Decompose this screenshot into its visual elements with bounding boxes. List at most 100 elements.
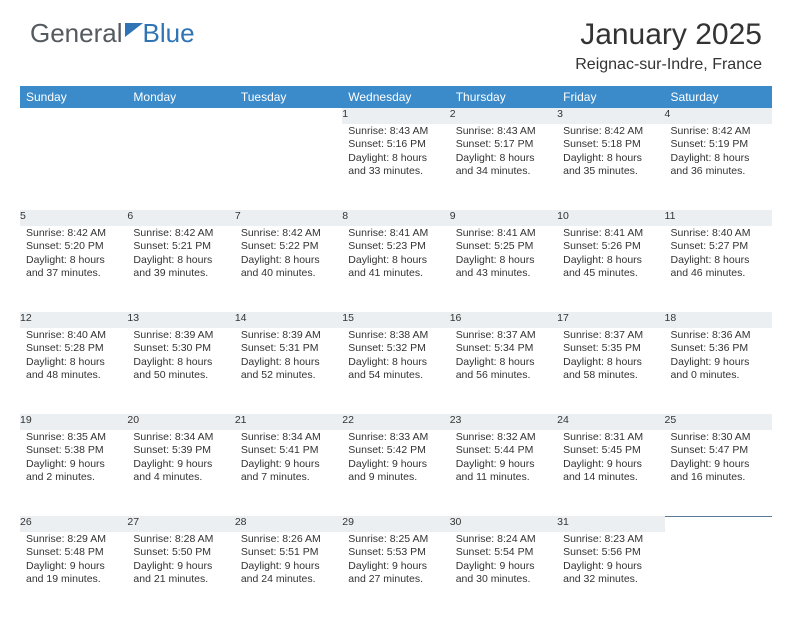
day-details: Sunrise: 8:34 AMSunset: 5:41 PMDaylight:… (235, 430, 342, 489)
day-number: 28 (235, 516, 342, 532)
calendar-table: SundayMondayTuesdayWednesdayThursdayFrid… (20, 86, 772, 618)
empty-cell (665, 532, 772, 618)
day-details: Sunrise: 8:35 AMSunset: 5:38 PMDaylight:… (20, 430, 127, 489)
day-number: 2 (450, 108, 557, 124)
day-cell: Sunrise: 8:24 AMSunset: 5:54 PMDaylight:… (450, 532, 557, 618)
day-details: Sunrise: 8:42 AMSunset: 5:21 PMDaylight:… (127, 226, 234, 285)
day-details: Sunrise: 8:32 AMSunset: 5:44 PMDaylight:… (450, 430, 557, 489)
calendar-body: 1234Sunrise: 8:43 AMSunset: 5:16 PMDayli… (20, 108, 772, 618)
day-cell: Sunrise: 8:30 AMSunset: 5:47 PMDaylight:… (665, 430, 772, 516)
day-details: Sunrise: 8:40 AMSunset: 5:27 PMDaylight:… (665, 226, 772, 285)
day-details: Sunrise: 8:42 AMSunset: 5:19 PMDaylight:… (665, 124, 772, 183)
day-cell: Sunrise: 8:42 AMSunset: 5:21 PMDaylight:… (127, 226, 234, 312)
day-cell: Sunrise: 8:23 AMSunset: 5:56 PMDaylight:… (557, 532, 664, 618)
day-number: 12 (20, 312, 127, 328)
empty-cell (20, 124, 127, 210)
day-details: Sunrise: 8:41 AMSunset: 5:23 PMDaylight:… (342, 226, 449, 285)
day-details: Sunrise: 8:41 AMSunset: 5:26 PMDaylight:… (557, 226, 664, 285)
title-block: January 2025 Reignac-sur-Indre, France (575, 18, 762, 74)
day-details: Sunrise: 8:28 AMSunset: 5:50 PMDaylight:… (127, 532, 234, 591)
day-cell: Sunrise: 8:43 AMSunset: 5:17 PMDaylight:… (450, 124, 557, 210)
logo-text-left: General (30, 18, 123, 49)
day-number: 19 (20, 414, 127, 430)
day-number: 26 (20, 516, 127, 532)
logo-triangle-icon (125, 23, 143, 37)
day-number: 4 (665, 108, 772, 124)
day-cell: Sunrise: 8:41 AMSunset: 5:25 PMDaylight:… (450, 226, 557, 312)
day-number: 6 (127, 210, 234, 226)
day-details: Sunrise: 8:30 AMSunset: 5:47 PMDaylight:… (665, 430, 772, 489)
day-number: 16 (450, 312, 557, 328)
day-number: 17 (557, 312, 664, 328)
day-cell: Sunrise: 8:39 AMSunset: 5:30 PMDaylight:… (127, 328, 234, 414)
detail-row: Sunrise: 8:40 AMSunset: 5:28 PMDaylight:… (20, 328, 772, 414)
day-details: Sunrise: 8:31 AMSunset: 5:45 PMDaylight:… (557, 430, 664, 489)
day-cell: Sunrise: 8:38 AMSunset: 5:32 PMDaylight:… (342, 328, 449, 414)
weekday-header: Saturday (665, 86, 772, 108)
day-details: Sunrise: 8:23 AMSunset: 5:56 PMDaylight:… (557, 532, 664, 591)
day-details: Sunrise: 8:38 AMSunset: 5:32 PMDaylight:… (342, 328, 449, 387)
detail-row: Sunrise: 8:29 AMSunset: 5:48 PMDaylight:… (20, 532, 772, 618)
header: General Blue January 2025 Reignac-sur-In… (0, 0, 792, 80)
day-cell: Sunrise: 8:32 AMSunset: 5:44 PMDaylight:… (450, 430, 557, 516)
day-details: Sunrise: 8:43 AMSunset: 5:17 PMDaylight:… (450, 124, 557, 183)
day-number: 10 (557, 210, 664, 226)
day-number: 27 (127, 516, 234, 532)
day-details: Sunrise: 8:42 AMSunset: 5:22 PMDaylight:… (235, 226, 342, 285)
weekday-header-row: SundayMondayTuesdayWednesdayThursdayFrid… (20, 86, 772, 108)
day-details: Sunrise: 8:24 AMSunset: 5:54 PMDaylight:… (450, 532, 557, 591)
day-cell: Sunrise: 8:37 AMSunset: 5:34 PMDaylight:… (450, 328, 557, 414)
day-cell: Sunrise: 8:41 AMSunset: 5:23 PMDaylight:… (342, 226, 449, 312)
day-number: 30 (450, 516, 557, 532)
day-number: 25 (665, 414, 772, 430)
detail-row: Sunrise: 8:43 AMSunset: 5:16 PMDaylight:… (20, 124, 772, 210)
day-cell: Sunrise: 8:42 AMSunset: 5:22 PMDaylight:… (235, 226, 342, 312)
day-number: 31 (557, 516, 664, 532)
day-details: Sunrise: 8:34 AMSunset: 5:39 PMDaylight:… (127, 430, 234, 489)
empty-cell (20, 108, 127, 124)
day-details: Sunrise: 8:39 AMSunset: 5:31 PMDaylight:… (235, 328, 342, 387)
day-details: Sunrise: 8:42 AMSunset: 5:18 PMDaylight:… (557, 124, 664, 183)
day-cell: Sunrise: 8:40 AMSunset: 5:27 PMDaylight:… (665, 226, 772, 312)
day-number: 8 (342, 210, 449, 226)
empty-cell (127, 108, 234, 124)
day-number: 5 (20, 210, 127, 226)
day-cell: Sunrise: 8:28 AMSunset: 5:50 PMDaylight:… (127, 532, 234, 618)
day-number: 29 (342, 516, 449, 532)
day-details: Sunrise: 8:29 AMSunset: 5:48 PMDaylight:… (20, 532, 127, 591)
day-cell: Sunrise: 8:34 AMSunset: 5:39 PMDaylight:… (127, 430, 234, 516)
day-number: 13 (127, 312, 234, 328)
day-details: Sunrise: 8:42 AMSunset: 5:20 PMDaylight:… (20, 226, 127, 285)
weekday-header: Sunday (20, 86, 127, 108)
weekday-header: Wednesday (342, 86, 449, 108)
day-cell: Sunrise: 8:34 AMSunset: 5:41 PMDaylight:… (235, 430, 342, 516)
day-cell: Sunrise: 8:26 AMSunset: 5:51 PMDaylight:… (235, 532, 342, 618)
day-cell: Sunrise: 8:42 AMSunset: 5:18 PMDaylight:… (557, 124, 664, 210)
empty-cell (235, 108, 342, 124)
logo: General Blue (30, 18, 195, 49)
daynum-row: 262728293031 (20, 516, 772, 532)
weekday-header: Friday (557, 86, 664, 108)
day-cell: Sunrise: 8:35 AMSunset: 5:38 PMDaylight:… (20, 430, 127, 516)
day-number: 22 (342, 414, 449, 430)
day-number: 15 (342, 312, 449, 328)
weekday-header: Monday (127, 86, 234, 108)
day-cell: Sunrise: 8:41 AMSunset: 5:26 PMDaylight:… (557, 226, 664, 312)
weekday-header: Thursday (450, 86, 557, 108)
day-number: 3 (557, 108, 664, 124)
day-number: 1 (342, 108, 449, 124)
day-details: Sunrise: 8:40 AMSunset: 5:28 PMDaylight:… (20, 328, 127, 387)
day-cell: Sunrise: 8:42 AMSunset: 5:20 PMDaylight:… (20, 226, 127, 312)
empty-cell (235, 124, 342, 210)
daynum-row: 567891011 (20, 210, 772, 226)
day-details: Sunrise: 8:43 AMSunset: 5:16 PMDaylight:… (342, 124, 449, 183)
location-subtitle: Reignac-sur-Indre, France (575, 56, 762, 74)
day-details: Sunrise: 8:41 AMSunset: 5:25 PMDaylight:… (450, 226, 557, 285)
day-number: 18 (665, 312, 772, 328)
day-details: Sunrise: 8:39 AMSunset: 5:30 PMDaylight:… (127, 328, 234, 387)
daynum-row: 1234 (20, 108, 772, 124)
detail-row: Sunrise: 8:35 AMSunset: 5:38 PMDaylight:… (20, 430, 772, 516)
day-cell: Sunrise: 8:39 AMSunset: 5:31 PMDaylight:… (235, 328, 342, 414)
day-cell: Sunrise: 8:31 AMSunset: 5:45 PMDaylight:… (557, 430, 664, 516)
day-cell: Sunrise: 8:40 AMSunset: 5:28 PMDaylight:… (20, 328, 127, 414)
